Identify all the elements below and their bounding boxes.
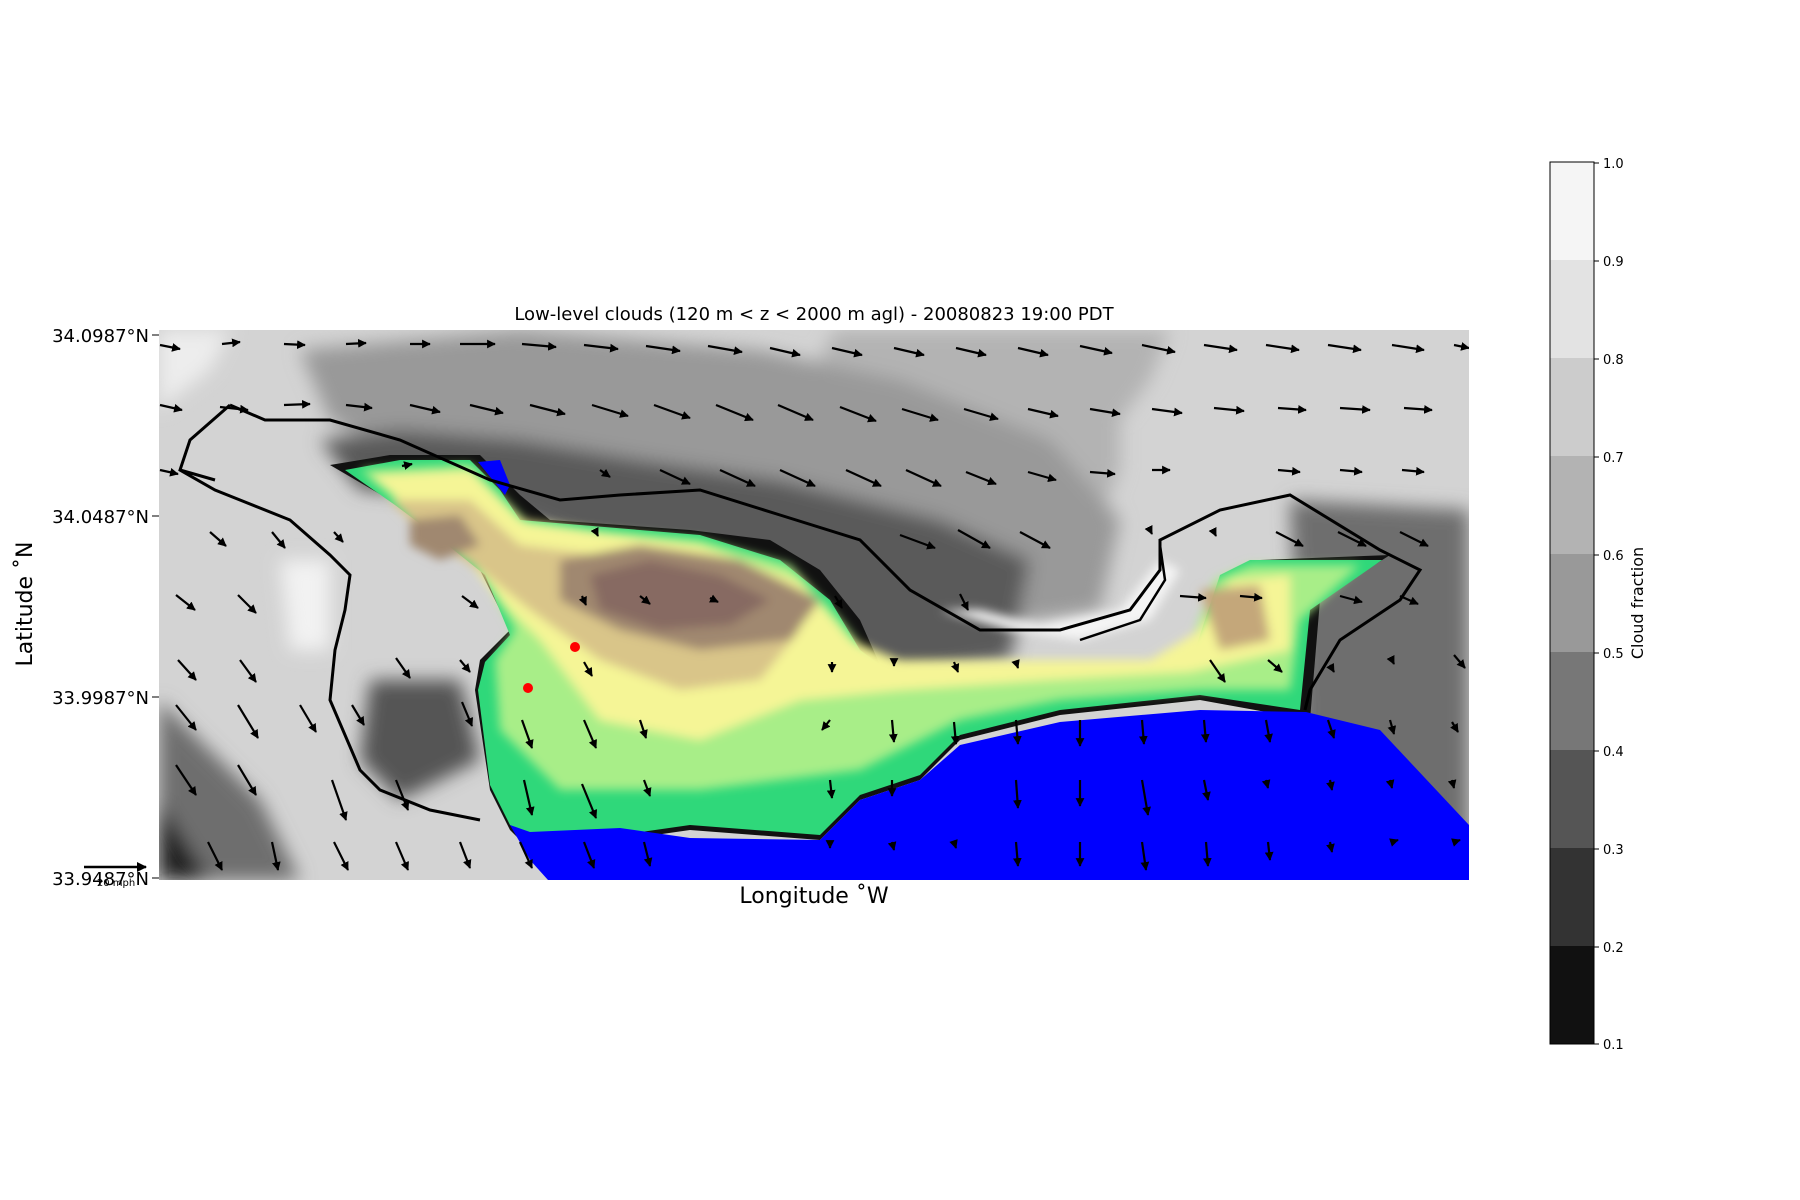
colorbar-band (1550, 259, 1594, 358)
wind-vectors (159, 338, 1469, 871)
ocean-region (510, 710, 1469, 880)
colorbar-band (1550, 651, 1594, 750)
x-axis-label: Longitude ˚W (739, 884, 888, 909)
y-tick-label: 33.9987°N (52, 688, 149, 709)
y-tick-label: 33.9487°N (52, 869, 149, 890)
colorbar-band (1550, 162, 1594, 260)
colorbar-label: Cloud fraction (1628, 547, 1647, 659)
cloud-pocket-bright (940, 560, 1180, 640)
station-marker (570, 642, 580, 652)
colorbar-band (1550, 553, 1594, 652)
y-tick-label: 34.0987°N (52, 326, 149, 347)
terrain-island (330, 455, 1390, 850)
colorbar-tick-label: 0.6 (1603, 549, 1624, 564)
colorbar-tick-label: 1.0 (1603, 157, 1624, 172)
colorbar-tick-label: 0.8 (1603, 353, 1624, 368)
colorbar-tick-label: 0.1 (1603, 1038, 1624, 1053)
coastline (178, 403, 1423, 822)
plot-area (159, 330, 1469, 880)
colorbar-band (1550, 847, 1594, 946)
colorbar-band (1550, 749, 1594, 848)
colorbar-frame (1549, 161, 1595, 1045)
colorbar-tick-label: 0.4 (1603, 745, 1624, 760)
y-tick-label: 34.0487°N (52, 507, 149, 528)
y-axis-label: Latitude ˚N (13, 542, 38, 667)
colorbar-band (1550, 455, 1594, 554)
colorbar-tick-label: 0.3 (1603, 843, 1624, 858)
colorbar-tick-label: 0.7 (1603, 451, 1624, 466)
colorbar-band (1550, 357, 1594, 456)
colorbar: 1.0 0.9 0.8 0.7 0.6 0.5 0.4 0.3 0.2 0.1 … (1549, 157, 1647, 1053)
station-marker (523, 683, 533, 693)
coastline-inner (1079, 544, 1167, 642)
ocean-inlet (478, 460, 510, 495)
chart-title: Low-level clouds (120 m < z < 2000 m agl… (514, 304, 1114, 325)
colorbar-tick-label: 0.5 (1603, 647, 1624, 662)
colorbar-tick-label: 0.9 (1603, 255, 1624, 270)
quiver-key: 20 mph (84, 862, 147, 889)
colorbar-band (1550, 945, 1594, 1044)
y-axis: 34.0987°N 34.0487°N 33.9987°N 33.9487°N … (13, 326, 159, 890)
quiver-key-label: 20 mph (97, 878, 135, 889)
colorbar-tick-label: 0.2 (1603, 941, 1624, 956)
